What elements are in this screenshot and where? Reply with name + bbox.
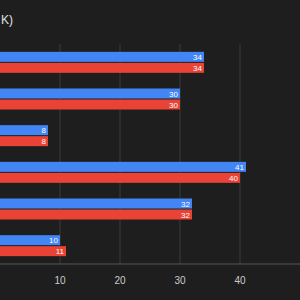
bar	[0, 125, 48, 135]
data-label: 41	[235, 163, 244, 172]
bar	[0, 162, 246, 172]
grid-line	[240, 44, 241, 264]
bar	[0, 63, 204, 73]
data-label: 8	[42, 126, 47, 135]
bar	[0, 100, 180, 110]
bar	[0, 199, 192, 209]
data-label: 32	[181, 200, 190, 209]
data-label: 30	[169, 90, 178, 99]
bar	[0, 136, 48, 146]
tick-label: 30	[174, 275, 186, 286]
bars	[0, 52, 246, 256]
data-label: 32	[181, 211, 190, 220]
x-axis-line	[0, 264, 300, 265]
grid-line	[120, 44, 121, 264]
bar	[0, 173, 240, 183]
title: K)	[1, 13, 13, 27]
data-label: 10	[49, 236, 58, 245]
tick-label: 20	[114, 275, 126, 286]
data-label: 8	[42, 137, 47, 146]
data-label: 40	[229, 174, 238, 183]
bar	[0, 89, 180, 99]
bar	[0, 210, 192, 220]
background	[0, 0, 300, 300]
bar	[0, 52, 204, 62]
grid-line	[60, 44, 61, 264]
chart: K) 10 20 30 40 34 34 30 30 8 8 41 40 32 32 10 11	[0, 0, 300, 300]
data-label: 11	[56, 247, 65, 256]
bar	[0, 235, 60, 245]
tick-label: 40	[234, 275, 246, 286]
data-label: 34	[193, 53, 202, 62]
data-label: 30	[169, 101, 178, 110]
data-label: 34	[193, 64, 202, 73]
bar	[0, 246, 66, 256]
grid-line	[180, 44, 181, 264]
tick-label: 10	[54, 275, 66, 286]
